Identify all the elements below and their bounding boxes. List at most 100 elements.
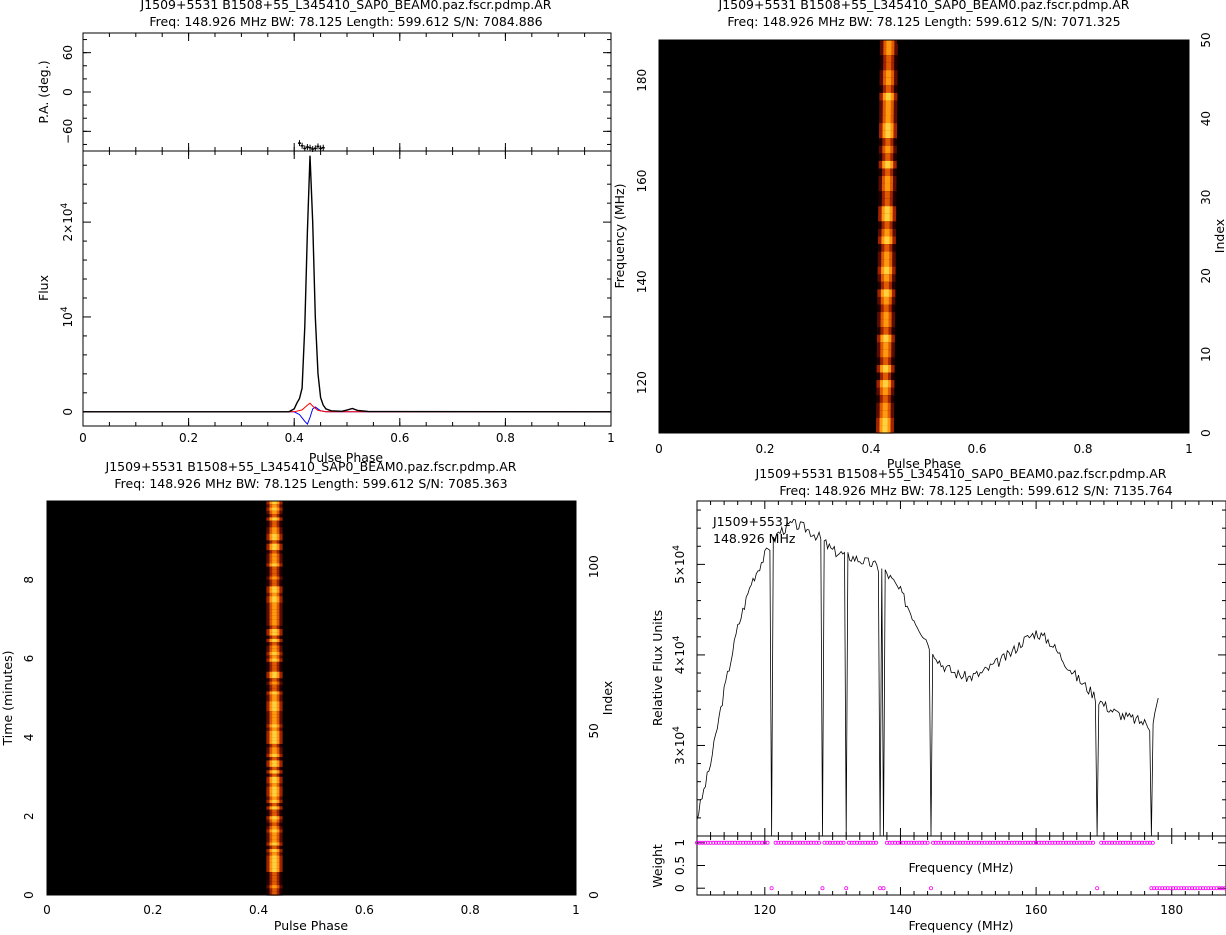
tl-pa-points — [297, 140, 325, 153]
weight-point-zero — [1222, 886, 1226, 891]
bl-heat-cell — [272, 819, 277, 824]
weight-point — [917, 840, 922, 845]
bl-xtick-label: 0.4 — [249, 903, 268, 917]
bl-heat-cell — [272, 878, 277, 883]
weight-point — [787, 840, 792, 845]
tr-heat-cell — [885, 108, 891, 117]
tr-heat-cell — [883, 281, 889, 291]
tr-heat-cell — [884, 244, 890, 253]
bl-heat-cell — [272, 648, 277, 653]
weight-point — [746, 840, 751, 845]
weight-point — [1115, 840, 1120, 845]
weight-point — [1118, 840, 1123, 845]
br-xlabel: Frequency (MHz) — [908, 918, 1013, 933]
bl-heat-cell — [272, 786, 277, 791]
tr-heat-cell — [884, 198, 890, 207]
tl-ylabel-pa: P.A. (deg.) — [36, 60, 51, 123]
bl-heat-cell — [272, 858, 277, 863]
bl-heat-cell — [272, 553, 277, 558]
bl-heat-cell — [272, 855, 277, 860]
tl-pa-ytick-label: 60 — [61, 45, 75, 60]
tr-heat-cell — [882, 402, 888, 411]
bl-ytick-label: 6 — [22, 655, 36, 663]
bl-heat-cell — [272, 891, 277, 896]
weight-point — [1080, 840, 1085, 845]
weight-point — [933, 840, 938, 845]
tr-ytick-label: 160 — [635, 170, 649, 193]
weight-point-zero — [1149, 886, 1154, 891]
bl-heat-cell — [272, 789, 277, 794]
bl-heat-cell — [272, 740, 277, 745]
bl-heat-cell — [272, 609, 277, 614]
weight-point — [998, 840, 1003, 845]
weight-point — [795, 840, 800, 845]
bl-heat-cell — [272, 770, 277, 775]
weight-point — [982, 840, 987, 845]
weight-point — [860, 840, 865, 845]
tl-prof-xtick-label: 0.2 — [179, 431, 198, 445]
tr-ytick-label: 180 — [635, 69, 649, 92]
bl-heat-cell — [272, 793, 277, 798]
bl-heat-cell — [272, 501, 277, 505]
tr-heatmap-band — [875, 40, 898, 434]
tl-prof-xtick-label: 0.6 — [390, 431, 409, 445]
weight-point — [960, 840, 965, 845]
tr-heat-cell — [885, 176, 891, 185]
bl-heat-cell — [272, 803, 277, 807]
tr-xlabel: Pulse Phase — [887, 456, 962, 471]
weight-point — [1009, 840, 1014, 845]
tr-heat-cell — [886, 77, 892, 86]
weight-point — [996, 840, 1001, 845]
tr-ytick-label: 120 — [635, 371, 649, 394]
weight-point — [863, 840, 868, 845]
weight-point — [979, 840, 984, 845]
tr-heat-cell — [883, 289, 889, 298]
panel-time-phase: J1509+5531 B1508+55_L345410_SAP0_BEAM0.p… — [0, 459, 615, 933]
bl-heat-cell — [272, 809, 277, 814]
weight-point — [1042, 840, 1047, 845]
tl-xlabel: Pulse Phase — [309, 450, 384, 465]
bl-heat-cell — [272, 638, 277, 643]
br-annotation-source: J1509+5531 — [712, 514, 791, 529]
bl-heat-cell — [272, 842, 277, 847]
bl-heat-cell — [272, 569, 277, 574]
bl-heat-cell — [272, 852, 277, 857]
weight-point — [968, 840, 973, 845]
panel-profile: J1509+5531 B1508+55_L345410_SAP0_BEAM0.p… — [36, 0, 615, 465]
bl-heat-cell — [272, 780, 277, 784]
weight-point-zero — [881, 886, 886, 891]
weight-point — [893, 840, 898, 845]
weight-point — [749, 840, 754, 845]
weight-point — [705, 840, 710, 845]
bl-heat-cell — [272, 579, 277, 584]
bl-heat-cell — [272, 711, 277, 716]
weight-point — [1145, 840, 1150, 845]
tr-heat-cell — [886, 70, 892, 79]
tr-xtick-label: 1 — [1185, 442, 1193, 456]
weight-point — [871, 840, 876, 845]
weight-point-zero — [1173, 886, 1178, 891]
tr-heat-cell — [882, 380, 888, 389]
br-spec-ytick-label: 4×104 — [672, 635, 687, 674]
tr-heat-cell — [884, 266, 890, 275]
tr-rtick-label: 20 — [1199, 268, 1213, 283]
weight-point — [732, 840, 737, 845]
weight-point — [830, 840, 835, 845]
bl-heat-cell — [272, 668, 277, 673]
bl-heat-cell — [272, 537, 277, 541]
tr-heat-cell — [883, 312, 889, 321]
bl-heat-cell — [272, 530, 277, 535]
bl-heatmap-band — [266, 501, 283, 896]
weight-point — [1101, 840, 1106, 845]
weight-point — [1110, 840, 1115, 845]
tr-rtick-label: 10 — [1199, 347, 1213, 362]
br-w-ytick-label: 0 — [673, 884, 687, 892]
weight-point — [833, 840, 838, 845]
weight-point — [849, 840, 854, 845]
weight-point — [779, 840, 784, 845]
bl-heat-cell — [272, 533, 277, 538]
tr-heat-cell — [884, 251, 890, 260]
bl-heat-cell — [272, 655, 277, 660]
tr-heat-cell — [882, 395, 888, 404]
tr-rtick-label: 40 — [1199, 111, 1213, 126]
